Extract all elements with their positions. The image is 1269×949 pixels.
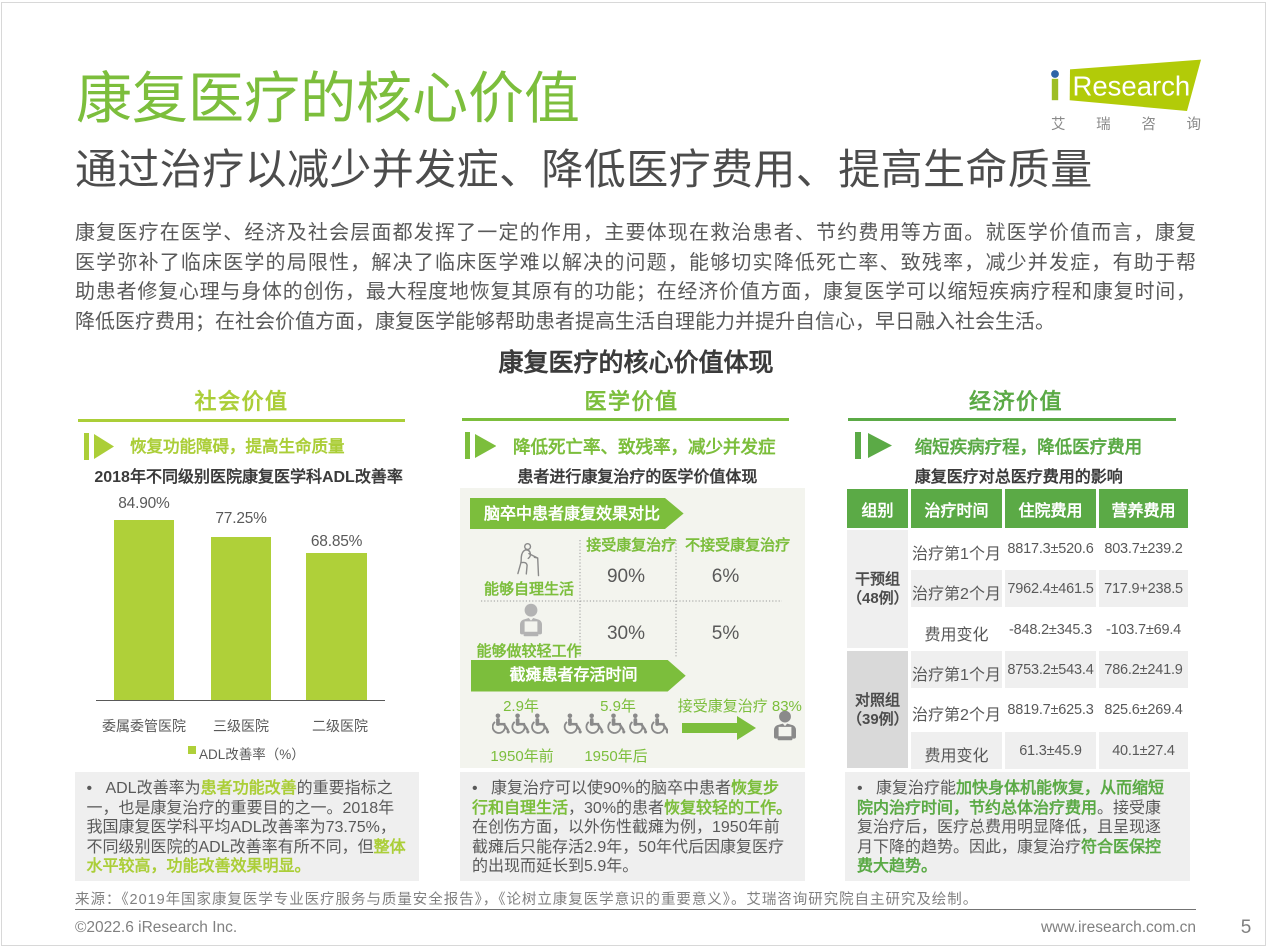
svg-text:Research: Research (1073, 71, 1191, 102)
